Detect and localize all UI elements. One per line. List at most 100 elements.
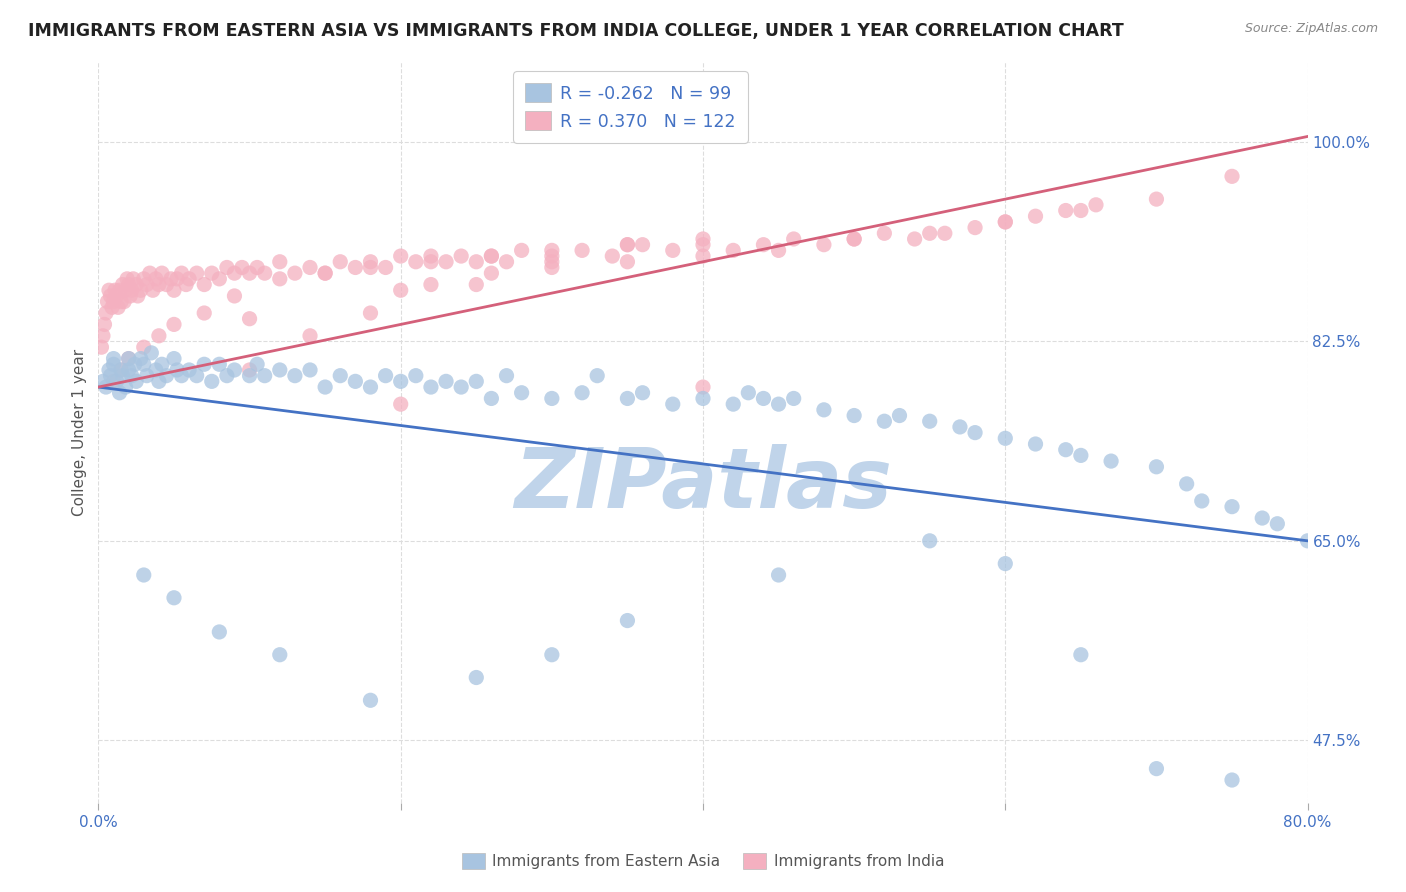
Point: [934, 227, 956, 241]
Point: [571, 385, 593, 400]
Point: [1024, 209, 1046, 223]
Point: [965, 425, 987, 440]
Point: [1175, 476, 1198, 491]
Point: [208, 357, 231, 371]
Point: [125, 375, 148, 389]
Point: [918, 533, 941, 548]
Point: [105, 289, 128, 303]
Point: [1220, 772, 1243, 787]
Point: [1146, 762, 1168, 776]
Point: [118, 363, 141, 377]
Point: [420, 380, 443, 394]
Point: [329, 368, 352, 383]
Point: [873, 414, 896, 428]
Y-axis label: College, Under 1 year: College, Under 1 year: [72, 349, 87, 516]
Point: [1070, 449, 1092, 463]
Point: [616, 614, 638, 628]
Point: [121, 283, 143, 297]
Point: [723, 244, 745, 258]
Point: [540, 254, 562, 268]
Point: [148, 328, 170, 343]
Point: [112, 294, 135, 309]
Point: [374, 368, 396, 383]
Point: [135, 277, 157, 292]
Point: [101, 301, 124, 315]
Point: [215, 368, 238, 383]
Point: [510, 385, 533, 400]
Point: [132, 357, 155, 371]
Point: [918, 414, 941, 428]
Point: [284, 368, 307, 383]
Point: [201, 266, 224, 280]
Point: [160, 272, 183, 286]
Point: [360, 693, 382, 707]
Point: [540, 249, 562, 263]
Point: [166, 272, 188, 286]
Point: [150, 357, 173, 371]
Point: [510, 244, 533, 258]
Point: [246, 260, 269, 275]
Point: [783, 392, 806, 406]
Point: [374, 260, 396, 275]
Point: [132, 568, 155, 582]
Point: [110, 363, 132, 377]
Point: [231, 260, 253, 275]
Point: [405, 254, 427, 268]
Point: [420, 254, 443, 268]
Point: [96, 294, 118, 309]
Point: [111, 277, 134, 292]
Point: [692, 249, 714, 263]
Point: [193, 277, 215, 292]
Point: [465, 254, 488, 268]
Point: [768, 397, 790, 411]
Point: [873, 227, 896, 241]
Point: [783, 232, 806, 246]
Point: [170, 266, 193, 280]
Point: [98, 363, 121, 377]
Point: [129, 283, 152, 297]
Point: [540, 648, 562, 662]
Point: [118, 351, 141, 366]
Point: [111, 368, 134, 383]
Point: [170, 368, 193, 383]
Point: [269, 363, 291, 377]
Point: [224, 363, 246, 377]
Point: [495, 368, 517, 383]
Point: [201, 375, 224, 389]
Point: [602, 249, 624, 263]
Point: [103, 357, 125, 371]
Point: [239, 363, 262, 377]
Point: [186, 368, 208, 383]
Point: [299, 363, 322, 377]
Point: [344, 375, 367, 389]
Point: [150, 266, 173, 280]
Point: [360, 306, 382, 320]
Point: [148, 375, 170, 389]
Point: [246, 357, 269, 371]
Point: [540, 244, 562, 258]
Point: [1220, 169, 1243, 184]
Point: [389, 283, 412, 297]
Point: [813, 402, 835, 417]
Point: [495, 254, 517, 268]
Point: [208, 624, 231, 639]
Point: [768, 568, 790, 582]
Point: [405, 368, 427, 383]
Point: [844, 232, 866, 246]
Point: [94, 380, 117, 394]
Point: [360, 380, 382, 394]
Point: [179, 272, 201, 286]
Point: [114, 283, 136, 297]
Point: [844, 232, 866, 246]
Point: [450, 380, 472, 394]
Point: [145, 363, 167, 377]
Point: [994, 215, 1017, 229]
Point: [239, 311, 262, 326]
Point: [692, 232, 714, 246]
Point: [1054, 442, 1077, 457]
Point: [616, 237, 638, 252]
Point: [465, 671, 488, 685]
Point: [155, 277, 177, 292]
Point: [768, 244, 790, 258]
Point: [174, 277, 197, 292]
